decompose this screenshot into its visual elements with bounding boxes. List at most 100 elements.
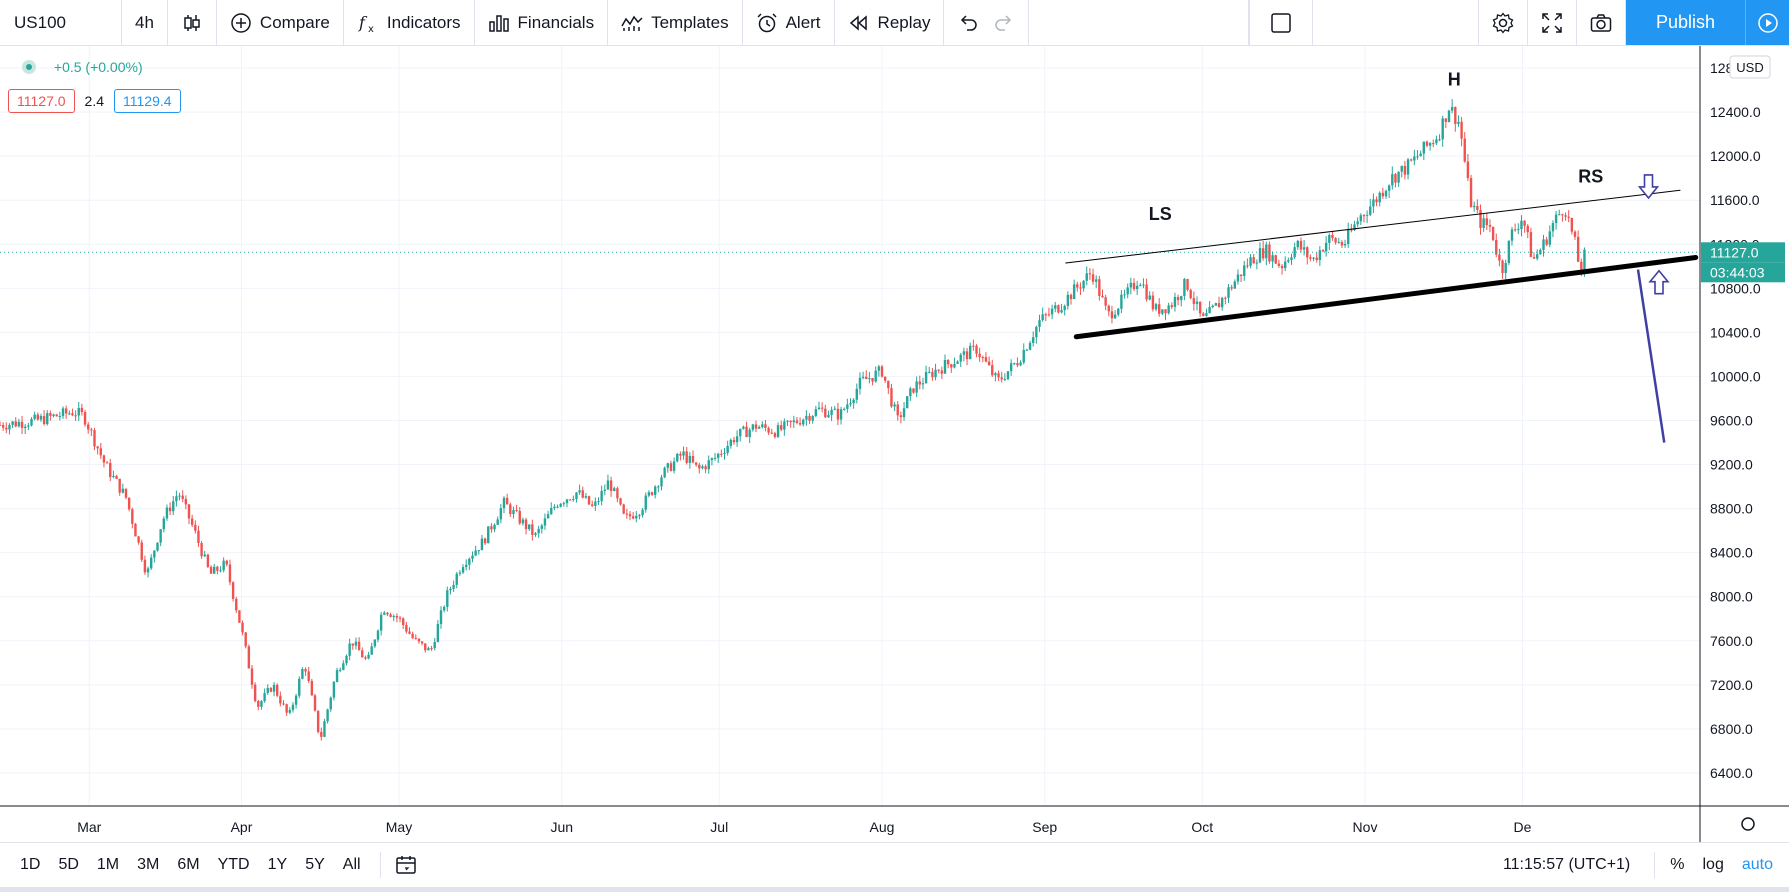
candle-body bbox=[628, 514, 632, 517]
candle-body bbox=[1214, 303, 1218, 306]
candle-body bbox=[376, 630, 380, 640]
range-all[interactable]: All bbox=[342, 856, 361, 873]
candle-body bbox=[1526, 225, 1529, 233]
candle-body bbox=[896, 404, 899, 416]
candle-body bbox=[852, 399, 855, 404]
support-arrow[interactable] bbox=[1648, 269, 1670, 295]
range-1m[interactable]: 1M bbox=[96, 856, 120, 873]
candle-body bbox=[1350, 229, 1353, 231]
candle-body bbox=[118, 478, 121, 493]
candle-body bbox=[622, 504, 625, 514]
candle-body bbox=[458, 572, 462, 574]
candle-body bbox=[1050, 308, 1054, 315]
candle-body bbox=[830, 409, 833, 416]
candle-body bbox=[978, 353, 981, 358]
candle-body bbox=[748, 429, 751, 438]
candle-body bbox=[902, 408, 906, 418]
range-3m[interactable]: 3M bbox=[137, 856, 160, 873]
replay-button[interactable]: Replay bbox=[835, 0, 945, 45]
alert-button[interactable]: Alert bbox=[743, 0, 835, 45]
candle-body bbox=[1151, 295, 1155, 310]
candle-body bbox=[209, 566, 213, 574]
candle-body bbox=[480, 538, 484, 551]
candle-body bbox=[46, 413, 49, 425]
candle-body bbox=[1400, 165, 1403, 172]
range-6m[interactable]: 6M bbox=[177, 856, 200, 873]
price-chart[interactable]: 6400.0 6800.0 7200.0 7600.0 8000.0 8400.0 8800… bbox=[0, 46, 1789, 842]
resistance-arrow[interactable] bbox=[1637, 174, 1660, 200]
percent-scale-toggle[interactable]: % bbox=[1670, 856, 1685, 873]
candle-body bbox=[313, 695, 317, 711]
candle-body bbox=[1079, 287, 1082, 289]
currency-badge[interactable] bbox=[1729, 55, 1771, 79]
candle-body bbox=[216, 566, 219, 571]
candle-body bbox=[449, 588, 452, 591]
candle-body bbox=[1252, 257, 1255, 264]
redo-icon[interactable] bbox=[993, 12, 1015, 34]
candle-body bbox=[578, 490, 581, 493]
candle-body bbox=[1510, 229, 1514, 241]
snapshot-button[interactable] bbox=[1577, 0, 1626, 45]
candle-body bbox=[115, 475, 118, 479]
candle-body bbox=[1277, 263, 1281, 266]
candle-body bbox=[105, 462, 109, 464]
candle-body bbox=[1173, 297, 1177, 307]
candle-body bbox=[865, 376, 868, 380]
financials-button[interactable]: Financials bbox=[475, 0, 609, 45]
symbol-search-button[interactable]: US100 bbox=[0, 0, 122, 45]
candle-body bbox=[471, 555, 474, 559]
candle-body bbox=[855, 388, 858, 400]
candle-body bbox=[871, 378, 874, 382]
axis-settings-icon[interactable] bbox=[1741, 817, 1755, 831]
range-5d[interactable]: 5D bbox=[58, 856, 79, 873]
candle-body bbox=[776, 425, 780, 437]
candle-body bbox=[329, 697, 332, 710]
range-5y[interactable]: 5Y bbox=[305, 856, 325, 873]
range-ytd[interactable]: YTD bbox=[217, 856, 250, 873]
spread-value: 2.4 bbox=[84, 93, 104, 109]
log-scale-toggle[interactable]: log bbox=[1702, 856, 1724, 873]
price-tick-label: 12400.0 bbox=[1710, 104, 1761, 120]
compare-button[interactable]: Compare bbox=[217, 0, 344, 45]
templates-button[interactable]: Templates bbox=[608, 0, 743, 45]
candle-body bbox=[1208, 307, 1211, 314]
price-tick-label: 6400.0 bbox=[1710, 765, 1753, 781]
candle-body bbox=[175, 496, 178, 502]
target-projection[interactable] bbox=[1636, 269, 1666, 443]
candle-body bbox=[647, 492, 651, 496]
clock-timezone[interactable]: 11:15:57 (UTC+1) bbox=[1502, 856, 1631, 873]
candle-body bbox=[616, 488, 619, 499]
candle-body bbox=[1312, 257, 1315, 259]
candle-body bbox=[1324, 242, 1328, 252]
calendar-icon[interactable] bbox=[395, 854, 417, 876]
publish-menu-button[interactable] bbox=[1745, 0, 1789, 45]
ask-price[interactable]: 11129.4 bbox=[114, 89, 181, 113]
neckline[interactable] bbox=[1073, 254, 1699, 340]
bid-ask-panel: 11127.0 2.4 11129.4 bbox=[8, 89, 181, 113]
candle-body bbox=[679, 453, 682, 456]
range-1d[interactable]: 1D bbox=[20, 856, 41, 873]
auto-scale-toggle[interactable]: auto bbox=[1741, 856, 1773, 873]
layout-button[interactable] bbox=[1248, 0, 1313, 45]
candle-body bbox=[638, 515, 641, 517]
chart-style-button[interactable] bbox=[168, 0, 217, 45]
undo-icon[interactable] bbox=[957, 12, 979, 34]
chart-area[interactable]: 6400.0 6800.0 7200.0 7600.0 8000.0 8400.0 8800… bbox=[0, 46, 1789, 842]
candle-body bbox=[304, 669, 307, 672]
candle-body bbox=[1085, 273, 1088, 281]
bid-price[interactable]: 11127.0 bbox=[8, 89, 75, 113]
range-1y[interactable]: 1Y bbox=[267, 856, 288, 873]
upper-channel-line[interactable] bbox=[1065, 189, 1681, 264]
interval-button[interactable]: 4h bbox=[122, 0, 168, 45]
candle-body bbox=[802, 419, 805, 425]
candle-body bbox=[553, 506, 556, 509]
candle-body bbox=[1224, 297, 1227, 299]
candle-body bbox=[1183, 279, 1186, 297]
publish-button[interactable]: Publish bbox=[1625, 0, 1745, 45]
fullscreen-button[interactable] bbox=[1528, 0, 1577, 45]
candle-body bbox=[1139, 285, 1142, 287]
settings-button[interactable] bbox=[1479, 0, 1528, 45]
candle-body bbox=[178, 495, 181, 497]
candle-body bbox=[1047, 314, 1051, 316]
